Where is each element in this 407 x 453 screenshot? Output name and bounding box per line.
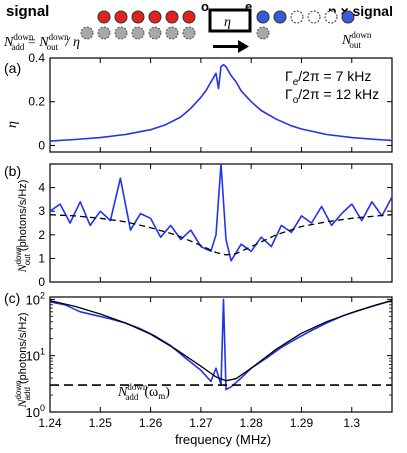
plot-frame: [49, 296, 393, 413]
port-o-label: o: [201, 0, 209, 14]
noise-dot: [131, 26, 145, 40]
noise-dot: [97, 26, 111, 40]
scaled-signal-label: η × signal: [328, 3, 393, 19]
series-line-1: [49, 214, 393, 256]
y-tick-label: 0.4: [28, 51, 45, 65]
y-tick-label: 0: [38, 275, 45, 289]
signal-dot: [165, 10, 179, 24]
header-schematic: signal η × signal o e η Ndown add = Ndown…: [3, 0, 393, 53]
signal-dot: [273, 10, 287, 24]
panel-label-c: (c): [4, 290, 20, 306]
panel-label-a: (a): [4, 60, 21, 76]
plot-frame: [49, 57, 393, 153]
signal-dot: [97, 10, 111, 24]
signal-label: signal: [6, 3, 49, 20]
signal-dot: [324, 10, 338, 24]
y-tick-label: 101: [26, 347, 45, 364]
nout-formula: Ndown out: [341, 30, 372, 50]
y-tick-label: 0: [38, 138, 45, 152]
signal-dot: [256, 10, 270, 24]
nadd-omega-annotation: Ndown add (ωm): [117, 382, 170, 402]
panel-label-b: (b): [4, 163, 21, 179]
panel-c-ylabel: Ndownadd (photons/s/Hz): [14, 312, 32, 408]
y-tick-label: 102: [26, 290, 45, 307]
transducer-box: [208, 8, 252, 33]
x-tick-label: 1.3: [343, 416, 360, 430]
signal-dot: [182, 10, 196, 24]
x-tick-label: 1.25: [89, 416, 113, 430]
signal-dot: [290, 10, 304, 24]
signal-dot: [114, 10, 128, 24]
x-tick-label: 1.28: [239, 416, 263, 430]
y-tick-label: 1: [38, 251, 45, 265]
y-tick-label: 0.2: [28, 95, 45, 109]
arrow-right-icon: [213, 40, 249, 53]
noise-dot: [148, 26, 162, 40]
series-line-1: [49, 299, 393, 382]
x-tick-label: 1.26: [139, 416, 163, 430]
panel-b-plot: 0 1 2 3 4: [38, 163, 393, 289]
x-axis-label: frequency (MHz): [175, 432, 271, 447]
series-line-0: [49, 63, 393, 142]
x-tick-label: 1.29: [290, 416, 314, 430]
panel-a-ylabel: η: [5, 121, 20, 128]
signal-dot: [148, 10, 162, 24]
gamma-o-annotation: Γo/2π = 12 kHz: [285, 86, 379, 106]
signal-dot: [341, 10, 355, 24]
noise-dot: [256, 26, 270, 40]
x-tick-label: 1.27: [189, 416, 213, 430]
gamma-e-annotation: Γe/2π = 7 kHz: [285, 68, 371, 88]
plot-frame: [49, 163, 393, 283]
series-line-0: [49, 163, 393, 262]
panel-b-ylabel: Ndownout (photons/s/Hz): [14, 180, 32, 274]
y-tick-label: 100: [26, 403, 45, 420]
transducer-label: η: [224, 15, 231, 30]
noise-dot: [80, 26, 94, 40]
signal-dot-row-top: [97, 10, 355, 24]
noise-dot: [182, 26, 196, 40]
panel-c-plot: 1.24 1.25 1.26 1.27 1.28 1.29 1.3 100 101 102: [26, 290, 393, 430]
y-tick-label: 3: [38, 204, 45, 218]
noise-dot: [165, 26, 179, 40]
x-tick-label: 1.24: [38, 416, 62, 430]
signal-dot: [131, 10, 145, 24]
y-tick-label: 2: [38, 228, 45, 242]
noise-dot: [114, 26, 128, 40]
port-e-label: e: [245, 0, 252, 14]
panel-a-plot: 0 0.2 0.4: [28, 51, 393, 153]
signal-dot-row-bottom: [80, 26, 270, 40]
series-line-0: [49, 298, 393, 391]
nadd-formula: Ndown add = Ndown out / η: [3, 32, 80, 52]
y-tick-label: 4: [38, 181, 45, 195]
signal-dot: [307, 10, 321, 24]
